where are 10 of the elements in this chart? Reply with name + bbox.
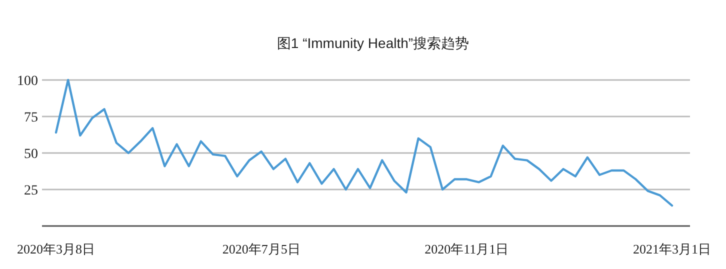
y-tick-label: 75 — [24, 110, 38, 126]
x-tick-label: 2020年11月1日 — [424, 242, 509, 257]
x-tick-label: 2020年7月5日 — [222, 242, 300, 257]
chart-title: 图1 “Immunity Health”搜索趋势 — [276, 35, 470, 51]
y-tick-label: 25 — [24, 183, 38, 198]
y-tick-label: 100 — [17, 74, 38, 89]
line-series — [54, 78, 674, 207]
x-tick-label: 2021年3月1日 — [633, 242, 711, 257]
x-tick-label: 2020年3月8日 — [17, 242, 95, 257]
y-tick-label: 50 — [24, 146, 38, 162]
